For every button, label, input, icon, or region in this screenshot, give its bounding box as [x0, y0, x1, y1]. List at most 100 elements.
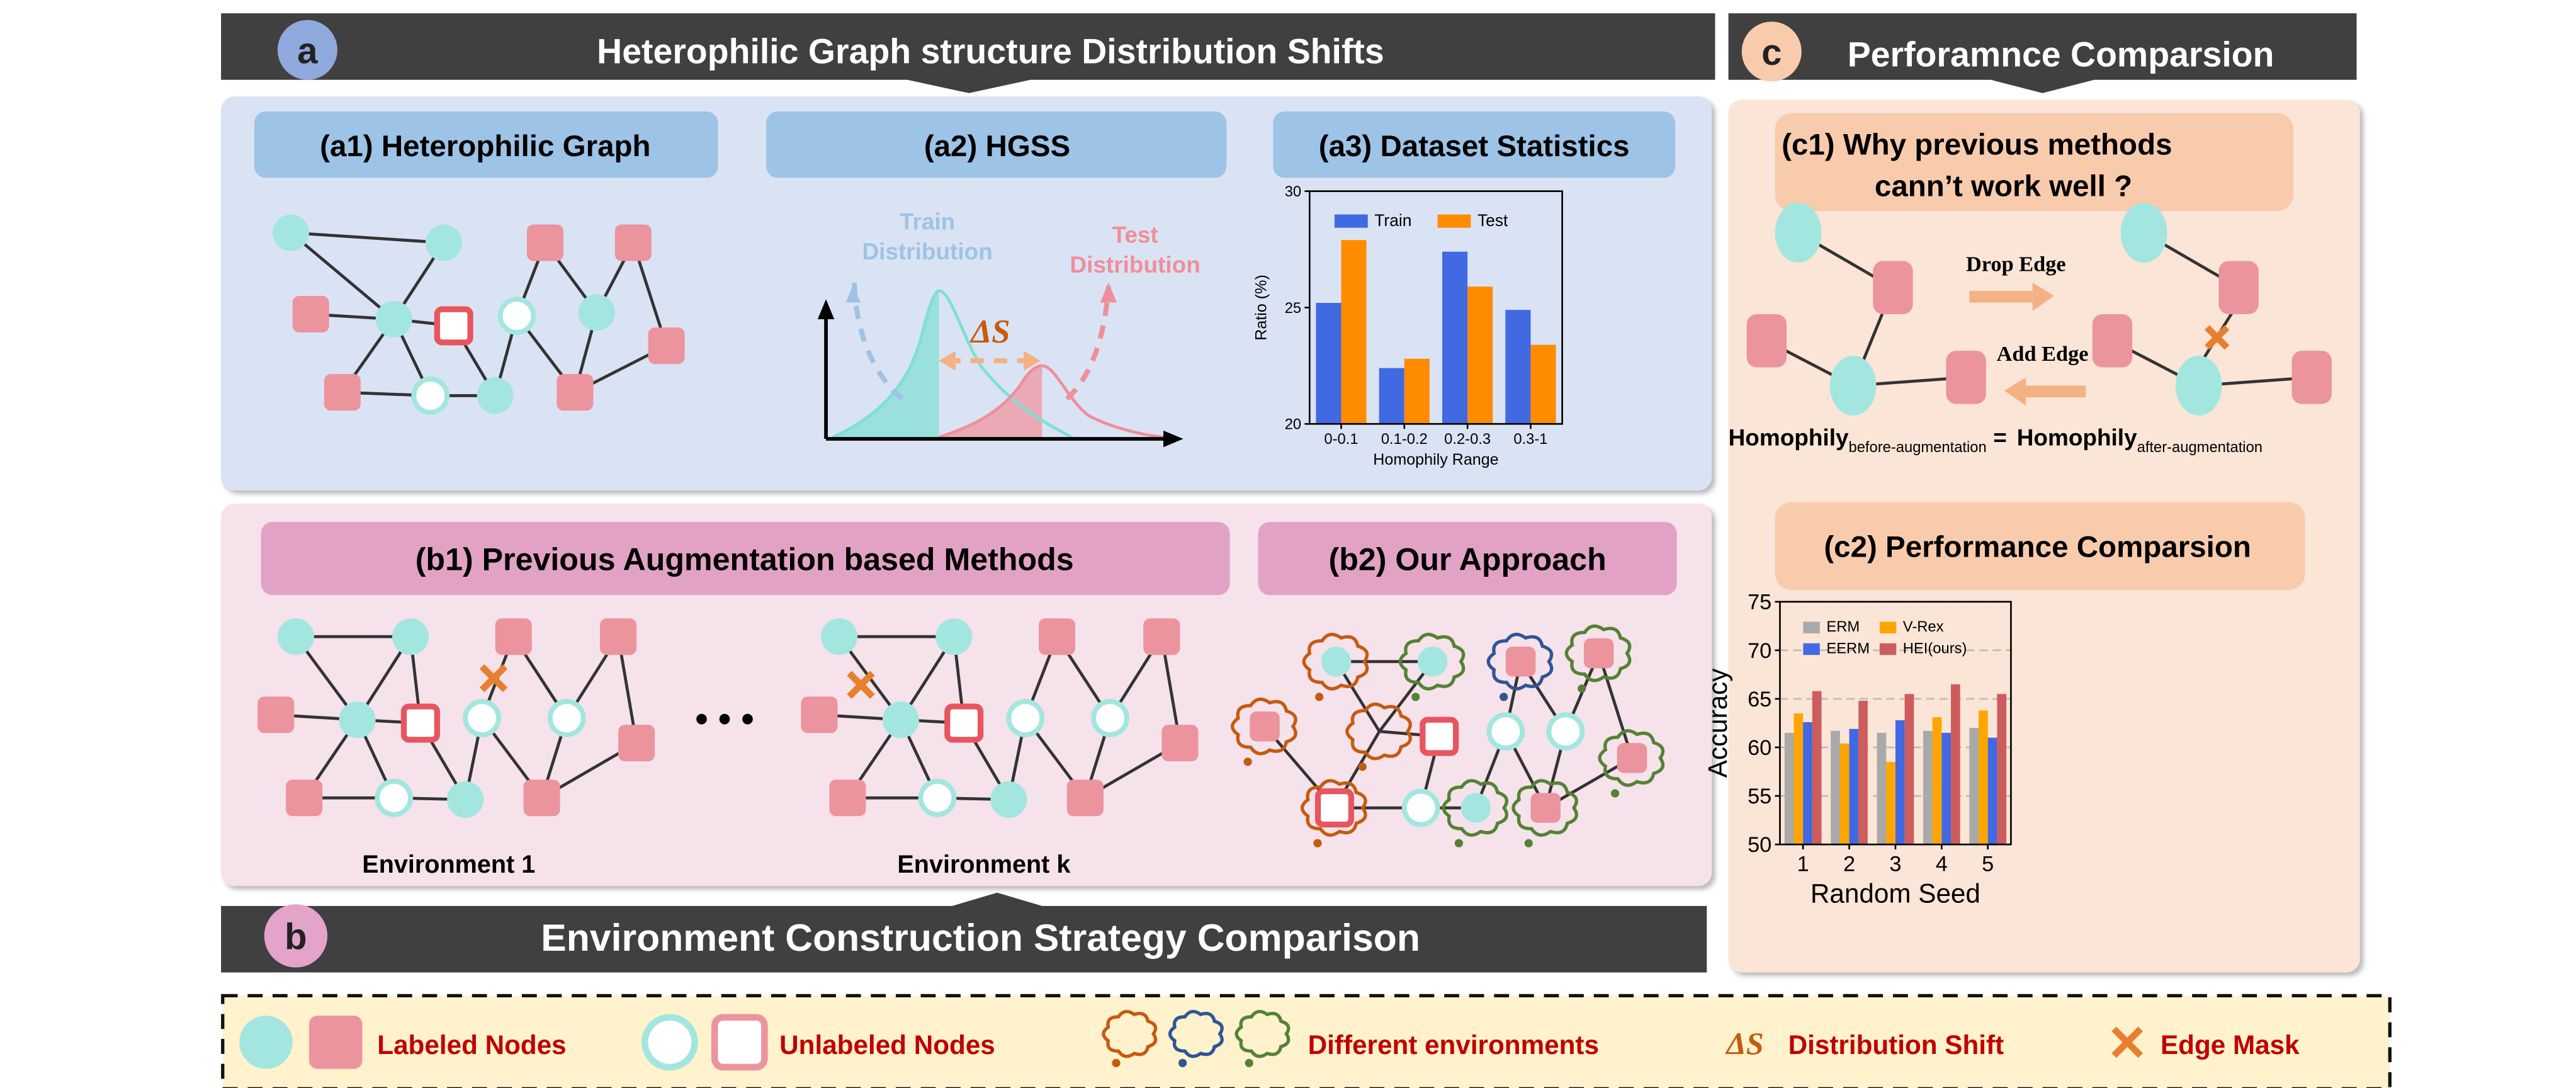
- labeled-node-square: [801, 696, 838, 734]
- bar-train-0.3-1: [1505, 310, 1531, 424]
- labeled-node-square: [286, 779, 323, 817]
- unlabeled-node-circle: [918, 778, 957, 817]
- panel-a-title: Heterophilic Graph structure Distributio…: [597, 31, 1384, 71]
- a3-label: (a3) Dataset Statistics: [1319, 130, 1630, 163]
- environment-cloud-icon: [1442, 779, 1509, 837]
- graph-illustrations: [257, 203, 2332, 847]
- x-tick-label: 0-0.1: [1324, 431, 1358, 448]
- homophily-before: Homophily: [1729, 425, 1849, 451]
- y-tick-label: 65: [1748, 688, 1771, 711]
- edge-mask-icon: [847, 671, 875, 699]
- cloud-tail: [1245, 1058, 1253, 1067]
- environment-cloud-icon: [1398, 632, 1466, 691]
- y-axis-label: Ratio (%): [1253, 275, 1270, 341]
- bar-test-0.3-1: [1530, 344, 1556, 424]
- labeled-node-circle: [425, 224, 462, 261]
- unlabeled-node-square: [1314, 788, 1354, 828]
- before-subscript: before-augmentation: [1849, 439, 1987, 456]
- unlabeled-node-circle: [1006, 699, 1045, 737]
- cloud-tail: [1454, 839, 1463, 847]
- labeled-node-square: [2291, 351, 2332, 404]
- legend-unlabeled-nodes: Unlabeled Nodes: [779, 1030, 995, 1060]
- y-tick-label: 30: [1285, 183, 1301, 200]
- bar-hei-ours--4: [1950, 684, 1960, 845]
- dataset-statistics-chart: 0-0.1 0.1-0.2 0.2-0.3 0.3-1 20 25 30 Homophily …: [1253, 183, 1563, 468]
- b2-label-box: [1258, 522, 1677, 596]
- legend-delta-s: ΔS: [1725, 1026, 1763, 1061]
- environment-cloud-icon: [1300, 779, 1367, 837]
- legend-labeled-circle-icon: [239, 1016, 293, 1069]
- y-tick-label: 20: [1285, 416, 1301, 433]
- b1-label: (b1) Previous Augmentation based Methods: [415, 542, 1074, 577]
- legend-labeled-nodes: Labeled Nodes: [377, 1030, 566, 1060]
- cloud-tail: [1313, 839, 1322, 847]
- hgss-distribution-diagram: [817, 282, 1183, 448]
- legend-swatch: [1334, 214, 1368, 228]
- y-tick-label: 25: [1285, 300, 1301, 317]
- cloud-tail: [1358, 762, 1367, 771]
- edge-mask-icon: [479, 664, 508, 693]
- environment-cloud-icon: [1234, 1009, 1291, 1058]
- bar-test-0-0.1: [1341, 240, 1367, 424]
- bar-hei-ours--1: [1812, 691, 1822, 845]
- labeled-node-square: [1505, 647, 1536, 677]
- labeled-node-circle: [821, 618, 858, 655]
- labeled-node-square: [1143, 618, 1180, 655]
- labeled-node-square: [1530, 793, 1561, 823]
- bar-hei-ours--2: [1858, 700, 1868, 845]
- environment-cloud-icon: [1345, 702, 1412, 761]
- labeled-node-square: [1617, 743, 1647, 773]
- labeled-node-square: [1066, 779, 1104, 817]
- x-tick-label: 3: [1889, 852, 1901, 876]
- panel-c-title: Perforamnce Comparsion: [1848, 35, 2274, 74]
- x-tick-label: 0.3-1: [1513, 431, 1547, 448]
- graph-edge: [1597, 652, 1634, 759]
- c2-label: (c2) Performance Comparsion: [1824, 530, 2251, 564]
- environment-cloud-icon: [1511, 779, 1578, 837]
- labeled-node-circle: [1775, 203, 1822, 263]
- drop-edge-label: Drop Edge: [1966, 252, 2066, 276]
- labeled-node-square: [614, 224, 652, 261]
- labeled-node-circle: [1321, 647, 1352, 677]
- panel-c-badge-letter: c: [1761, 32, 1782, 73]
- labeled-node-square: [1746, 314, 1787, 368]
- legend-box: [221, 994, 2392, 1088]
- c1-label-box: [1775, 113, 2294, 212]
- x-tick-label: 2: [1843, 852, 1855, 876]
- plot-frame: [1309, 190, 1563, 425]
- bar-eerm-5: [1987, 737, 1997, 845]
- bar-test-0.1-0.2: [1404, 358, 1430, 424]
- cloud-tail: [1610, 789, 1620, 798]
- labeled-node-square: [600, 618, 637, 655]
- drop-edge-arrow: [1969, 282, 2055, 311]
- labeled-node-circle: [2175, 356, 2222, 416]
- legend-label: ERM: [1826, 618, 1860, 635]
- y-tick-label: 70: [1748, 639, 1771, 663]
- cloud-tail: [1178, 1058, 1187, 1067]
- bar-train-0.1-0.2: [1379, 368, 1404, 424]
- panel-a-header: a Heterophilic Graph structure Distribut…: [221, 13, 1715, 93]
- cloud-tail: [1243, 757, 1252, 766]
- environment-cloud-icon: [1302, 632, 1369, 691]
- panel-b-header: b Environment Construction Strategy Comp…: [221, 892, 1707, 973]
- unlabeled-node-circle: [1091, 699, 1129, 737]
- edge-mask-icon: [2111, 1026, 2144, 1058]
- bar-v-rex-4: [1932, 717, 1942, 845]
- bar-erm-3: [1877, 732, 1887, 845]
- bar-eerm-2: [1849, 728, 1859, 845]
- bar-v-rex-5: [1979, 710, 1988, 845]
- x-stroke: [2205, 325, 2230, 350]
- y-tick-label: 50: [1748, 833, 1771, 857]
- labeled-node-square: [1946, 351, 1986, 404]
- legend-distribution-shift: Distribution Shift: [1788, 1030, 2004, 1060]
- homophily-equation: Homophilybefore-augmentation = Homophilyaf…: [1729, 425, 2262, 456]
- graph-edge: [290, 231, 395, 320]
- a1-label-box: [254, 111, 718, 178]
- x-tick-label: 0.2-0.3: [1444, 431, 1491, 448]
- environment-cloud-icon: [1486, 632, 1554, 691]
- labeled-node-circle: [990, 781, 1027, 818]
- y-tick-label: 75: [1748, 591, 1771, 615]
- bar-erm-1: [1784, 732, 1794, 845]
- a2-label-box: [766, 111, 1227, 178]
- labeled-node-circle: [277, 618, 314, 655]
